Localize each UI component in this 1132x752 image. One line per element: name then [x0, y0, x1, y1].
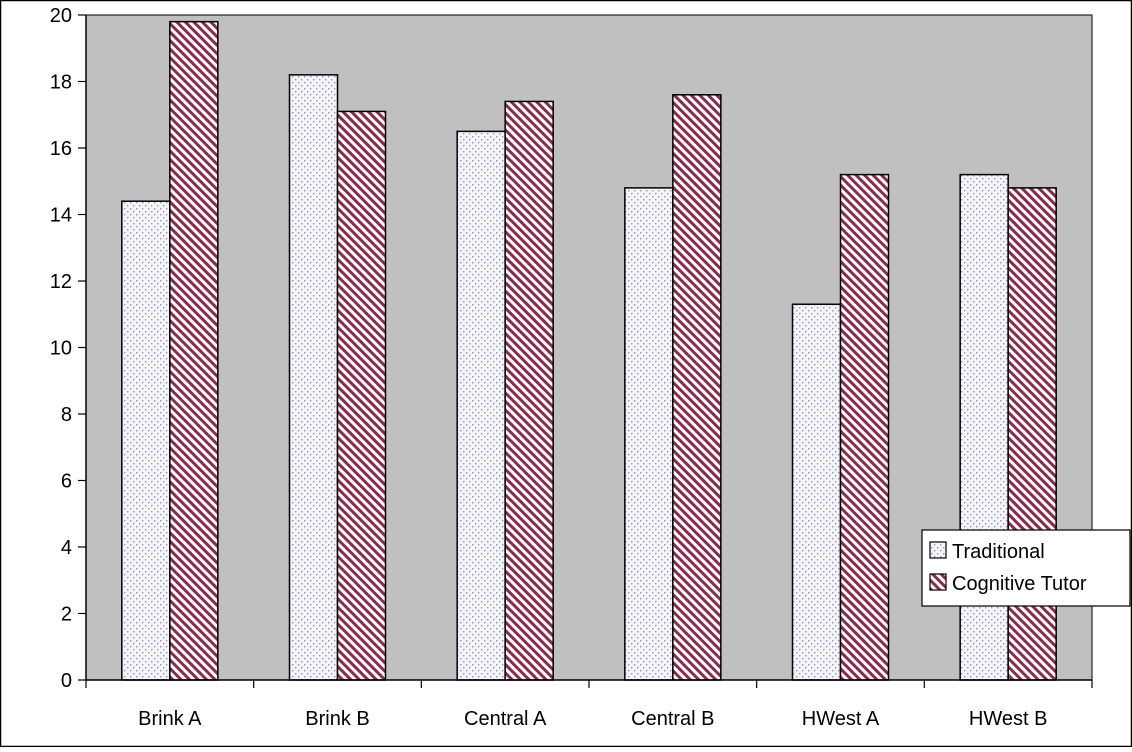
bar-traditional-hwest-a	[791, 303, 842, 681]
y-tick-label: 20	[50, 5, 72, 27]
x-tick-label: Central A	[464, 708, 547, 730]
axes-group: Brink A Brink B Central A Central B HWest A H…	[50, 5, 1093, 730]
bar-traditional-brink-a	[121, 200, 171, 681]
y-tick-label: 16	[50, 138, 72, 160]
legend-label-cognitive-tutor: Cognitive Tutor	[952, 573, 1087, 595]
legend: Traditional Cognitive Tutor	[921, 529, 1131, 607]
bar-cognitive-tutor-central-b	[672, 94, 722, 681]
bar-traditional-central-a	[456, 130, 506, 681]
x-tick-label: HWest A	[802, 708, 880, 730]
legend-label-traditional: Traditional	[952, 541, 1045, 563]
y-tick-label: 18	[50, 72, 72, 94]
bar-cognitive-tutor-central-a	[504, 100, 554, 681]
bar-cognitive-tutor-brink-a	[169, 20, 219, 681]
bar-cognitive-tutor-brink-b	[336, 110, 387, 681]
x-tick-label: Brink B	[305, 708, 369, 730]
y-tick-label: 10	[50, 338, 72, 360]
x-tick-label: Central B	[631, 708, 714, 730]
y-tick-label: 8	[61, 404, 72, 426]
y-tick-label: 12	[50, 271, 72, 293]
y-tick-label: 0	[61, 670, 72, 692]
bar-cognitive-tutor-hwest-a	[839, 173, 890, 681]
y-tick-label: 6	[61, 471, 72, 493]
legend-swatch-traditional	[929, 541, 947, 559]
y-tick-label: 4	[61, 537, 72, 559]
x-tick-label: HWest B	[969, 708, 1048, 730]
x-tick-label: Brink A	[138, 708, 202, 730]
legend-box	[921, 529, 1131, 607]
bar-traditional-central-b	[624, 187, 674, 681]
bar-traditional-brink-b	[288, 74, 339, 681]
bars-group	[121, 20, 1057, 681]
y-tick-label: 14	[50, 205, 72, 227]
legend-swatch-cognitive-tutor	[929, 573, 947, 591]
y-tick-label: 2	[61, 604, 72, 626]
